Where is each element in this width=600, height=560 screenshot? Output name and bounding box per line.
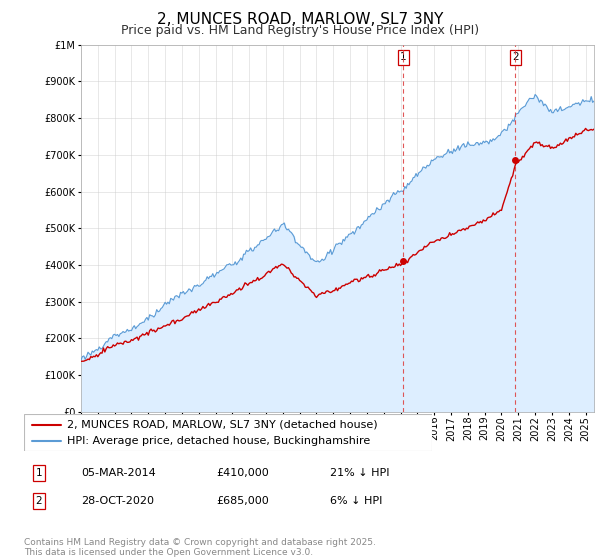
Text: 1: 1 [400,52,407,62]
Text: 2, MUNCES ROAD, MARLOW, SL7 3NY: 2, MUNCES ROAD, MARLOW, SL7 3NY [157,12,443,27]
Text: 05-MAR-2014: 05-MAR-2014 [81,468,156,478]
Text: £685,000: £685,000 [216,496,269,506]
Text: 6% ↓ HPI: 6% ↓ HPI [330,496,382,506]
Text: 2: 2 [35,496,43,506]
Text: 1: 1 [35,468,43,478]
Text: 2: 2 [512,52,519,62]
Text: HPI: Average price, detached house, Buckinghamshire: HPI: Average price, detached house, Buck… [67,436,370,446]
Text: £410,000: £410,000 [216,468,269,478]
Text: Contains HM Land Registry data © Crown copyright and database right 2025.
This d: Contains HM Land Registry data © Crown c… [24,538,376,557]
Text: 28-OCT-2020: 28-OCT-2020 [81,496,154,506]
Text: 2, MUNCES ROAD, MARLOW, SL7 3NY (detached house): 2, MUNCES ROAD, MARLOW, SL7 3NY (detache… [67,419,377,430]
Text: Price paid vs. HM Land Registry's House Price Index (HPI): Price paid vs. HM Land Registry's House … [121,24,479,37]
Text: 21% ↓ HPI: 21% ↓ HPI [330,468,389,478]
